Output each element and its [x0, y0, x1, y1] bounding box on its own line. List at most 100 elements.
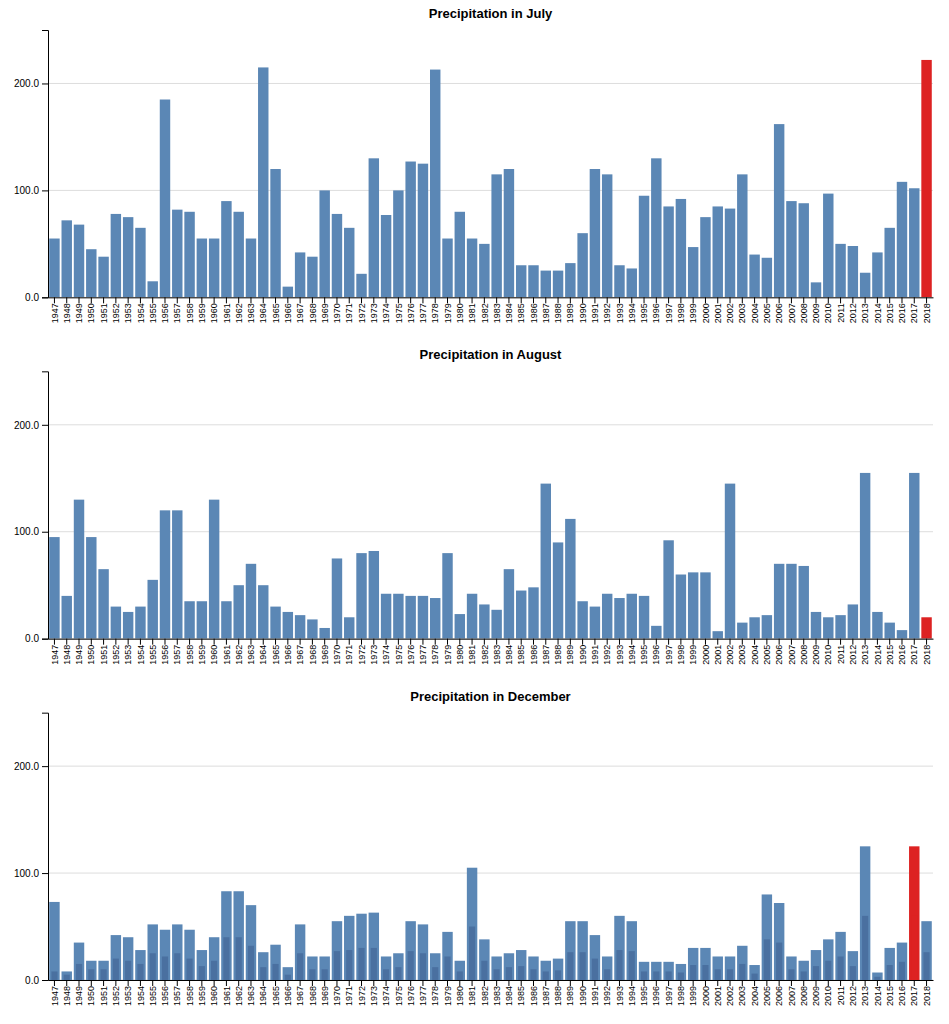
bar	[197, 239, 207, 298]
x-tick-label: 1965	[271, 303, 281, 323]
x-tick-mark	[496, 297, 497, 303]
x-tick: 1979	[443, 297, 453, 323]
bar	[49, 902, 59, 980]
x-axis: 1947194819491950195119521953195419551956…	[49, 297, 934, 323]
x-tick: 1950	[86, 297, 96, 323]
x-tick: 1990	[578, 297, 588, 323]
bar	[49, 239, 59, 298]
x-tick: 2000	[701, 980, 711, 1006]
x-tick-label: 2016	[897, 986, 907, 1006]
bar	[909, 473, 919, 639]
bar	[184, 930, 194, 980]
bar	[233, 212, 243, 298]
x-tick: 2001	[713, 639, 723, 665]
x-tick: 1972	[357, 980, 367, 1006]
x-tick-mark	[877, 297, 878, 303]
bar	[762, 894, 772, 980]
bar	[639, 196, 649, 298]
x-tick-mark	[631, 980, 632, 986]
bar	[700, 572, 710, 638]
x-tick-mark	[717, 297, 718, 303]
x-tick-mark	[349, 297, 350, 303]
x-tick-mark	[791, 639, 792, 645]
x-tick-mark	[926, 297, 927, 303]
x-tick-label: 2012	[848, 645, 858, 665]
x-tick-mark	[189, 639, 190, 645]
x-tick-mark	[680, 980, 681, 986]
x-axis-line	[49, 980, 934, 981]
x-tick-label: 2014	[873, 986, 883, 1006]
x-tick-label: 1977	[418, 986, 428, 1006]
x-tick-label: 1972	[357, 303, 367, 323]
y-tick: 0.0	[25, 292, 48, 303]
x-tick: 1999	[688, 639, 698, 665]
x-tick: 1971	[344, 639, 354, 665]
x-tick: 1983	[492, 980, 502, 1006]
bar	[383, 969, 389, 980]
x-tick: 1967	[295, 639, 305, 665]
bar	[369, 158, 379, 297]
bar	[798, 566, 808, 639]
bar	[233, 891, 243, 980]
x-tick-label: 2017	[909, 645, 919, 665]
x-tick-mark	[668, 980, 669, 986]
x-tick-label: 1966	[283, 645, 293, 665]
x-tick: 1962	[234, 297, 244, 323]
x-tick-label: 1959	[197, 986, 207, 1006]
x-tick-label: 1950	[86, 303, 96, 323]
bar	[616, 950, 622, 980]
bar	[270, 945, 280, 980]
x-tick-mark	[361, 639, 362, 645]
x-tick-label: 1954	[136, 303, 146, 323]
bar	[872, 612, 882, 639]
bar-series	[49, 60, 932, 297]
y-tick: 200.0	[14, 78, 48, 89]
bar	[381, 215, 391, 297]
bar	[835, 244, 845, 297]
x-tick-label: 1984	[504, 645, 514, 665]
x-tick-mark	[152, 297, 153, 303]
x-tick-mark	[914, 297, 915, 303]
bar	[358, 948, 364, 980]
bar	[209, 239, 219, 298]
bar	[813, 966, 819, 980]
x-tick: 1949	[74, 639, 84, 665]
x-tick-label: 1999	[688, 986, 698, 1006]
bar	[776, 943, 782, 980]
y-tick-label: 200.0	[14, 78, 39, 89]
x-tick: 2003	[737, 980, 747, 1006]
bar	[197, 601, 207, 638]
bar	[101, 969, 107, 980]
x-tick-mark	[349, 639, 350, 645]
bar	[432, 967, 438, 980]
x-tick-label: 1989	[565, 986, 575, 1006]
x-tick-label: 1981	[467, 645, 477, 665]
x-tick-label: 1957	[172, 303, 182, 323]
x-tick-label: 1985	[516, 986, 526, 1006]
bar	[713, 956, 723, 980]
x-tick-label: 1973	[369, 645, 379, 665]
x-tick: 2009	[811, 639, 821, 665]
x-tick-label: 1991	[590, 645, 600, 665]
x-tick-mark	[545, 297, 546, 303]
x-tick-mark	[901, 980, 902, 986]
x-tick-mark	[250, 297, 251, 303]
x-tick-mark	[668, 639, 669, 645]
x-tick: 1966	[283, 980, 293, 1006]
bar	[897, 630, 907, 639]
x-tick-label: 2006	[774, 645, 784, 665]
x-tick-label: 2018	[922, 303, 932, 323]
bar	[541, 271, 551, 298]
x-tick-mark	[152, 639, 153, 645]
x-tick-label: 1995	[639, 303, 649, 323]
bar	[700, 948, 710, 980]
panel: 1947194819491950195119521953195419551956…	[14, 347, 934, 664]
x-tick: 2003	[737, 297, 747, 323]
x-tick: 2012	[848, 980, 858, 1006]
bar	[184, 212, 194, 298]
bar	[442, 932, 452, 980]
bar	[528, 265, 538, 297]
x-tick-label: 2005	[762, 303, 772, 323]
x-tick: 2016	[897, 297, 907, 323]
x-tick: 1986	[529, 980, 539, 1006]
